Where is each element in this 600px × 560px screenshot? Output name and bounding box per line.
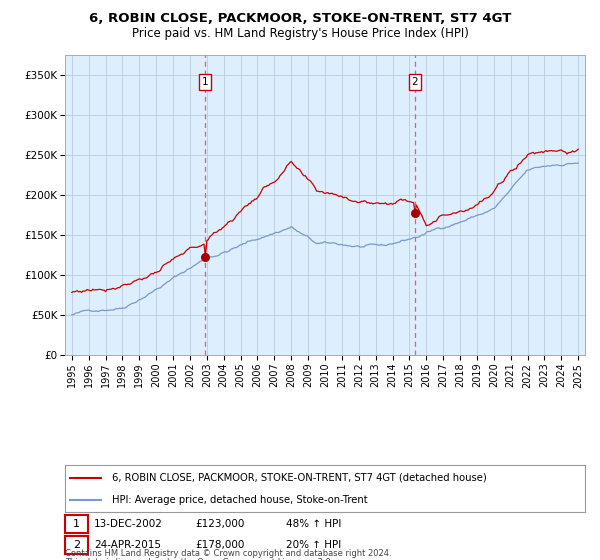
Text: 48% ↑ HPI: 48% ↑ HPI: [286, 519, 341, 529]
Text: 2: 2: [73, 540, 80, 550]
Text: 2: 2: [412, 77, 418, 87]
Text: 13-DEC-2002: 13-DEC-2002: [94, 519, 163, 529]
Text: £178,000: £178,000: [196, 540, 245, 550]
Text: 24-APR-2015: 24-APR-2015: [94, 540, 161, 550]
Text: This data is licensed under the Open Government Licence v3.0.: This data is licensed under the Open Gov…: [65, 558, 334, 560]
Text: 6, ROBIN CLOSE, PACKMOOR, STOKE-ON-TRENT, ST7 4GT (detached house): 6, ROBIN CLOSE, PACKMOOR, STOKE-ON-TRENT…: [112, 473, 487, 483]
Text: Price paid vs. HM Land Registry's House Price Index (HPI): Price paid vs. HM Land Registry's House …: [131, 27, 469, 40]
Text: 1: 1: [73, 519, 80, 529]
Text: Contains HM Land Registry data © Crown copyright and database right 2024.: Contains HM Land Registry data © Crown c…: [65, 549, 392, 558]
Text: HPI: Average price, detached house, Stoke-on-Trent: HPI: Average price, detached house, Stok…: [112, 494, 367, 505]
Text: £123,000: £123,000: [196, 519, 245, 529]
Text: 1: 1: [202, 77, 209, 87]
Text: 6, ROBIN CLOSE, PACKMOOR, STOKE-ON-TRENT, ST7 4GT: 6, ROBIN CLOSE, PACKMOOR, STOKE-ON-TRENT…: [89, 12, 511, 25]
Bar: [205, 55, 415, 355]
Text: 20% ↑ HPI: 20% ↑ HPI: [286, 540, 341, 550]
